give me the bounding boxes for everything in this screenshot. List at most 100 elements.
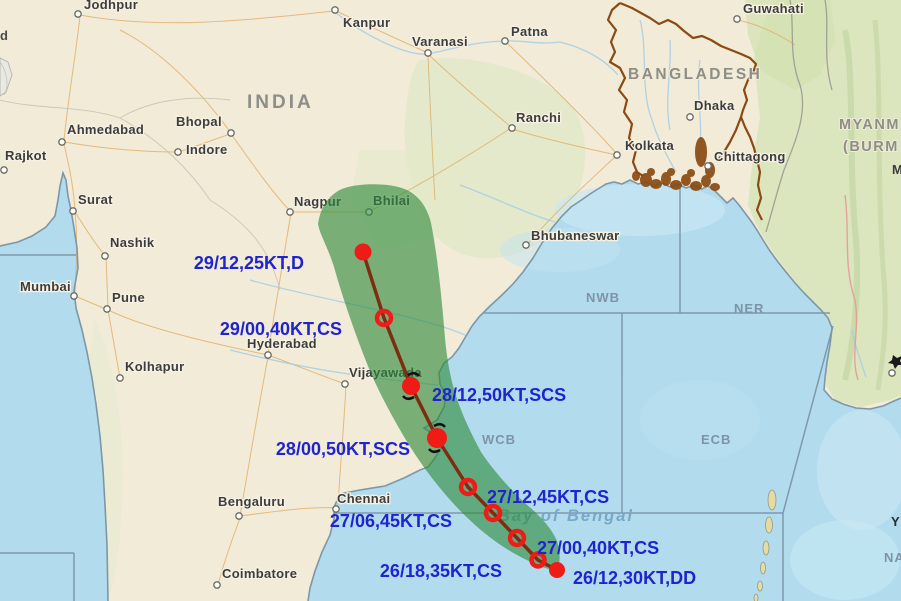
track-point-label: 29/00,40KT,CS bbox=[220, 319, 342, 339]
city-marker bbox=[70, 292, 78, 300]
arabian-sea bbox=[0, 173, 108, 601]
city-marker bbox=[103, 305, 111, 313]
cyclone-symbol-arm bbox=[402, 395, 415, 400]
city-label: Bhopal bbox=[176, 114, 222, 129]
cyclone-symbol-arm bbox=[433, 423, 446, 428]
city-label: Nashik bbox=[110, 235, 155, 250]
country-label-myanmar-2: (BURM bbox=[843, 139, 899, 155]
city-label: Bhubaneswar bbox=[531, 228, 620, 243]
track-point-label: 26/12,30KT,DD bbox=[573, 568, 696, 588]
sea-zone-label: NA bbox=[884, 550, 901, 565]
track-point-label: 29/12,25KT,D bbox=[194, 253, 304, 273]
track-point-label: 27/00,40KT,CS bbox=[537, 538, 659, 558]
city-label: Dhaka bbox=[694, 98, 735, 113]
sea-zone-label: ECB bbox=[701, 432, 731, 447]
track-point-ring bbox=[458, 477, 478, 497]
track-point-ring bbox=[507, 528, 527, 548]
cyclone-symbol-arm bbox=[428, 448, 441, 453]
city-marker bbox=[686, 113, 694, 121]
city-marker bbox=[508, 124, 516, 132]
zone-label-layer: NWB NER WCB ECB NA bbox=[482, 290, 901, 565]
state-borders bbox=[0, 61, 281, 291]
city-label: Coimbatore bbox=[222, 566, 297, 581]
city-label: Ahmedabad bbox=[67, 122, 144, 137]
sea-zone-boundaries bbox=[0, 188, 834, 601]
city-marker bbox=[227, 129, 235, 137]
country-label-myanmar-1: MYANM bbox=[839, 117, 900, 133]
city-label: Kolkata bbox=[625, 138, 675, 153]
storm-track-layer: 26/12,30KT,DD 26/18,35KT,CS 27/00,40KT,CS 2… bbox=[194, 243, 696, 588]
track-point-solid bbox=[354, 243, 372, 261]
capital-star-icon bbox=[888, 355, 901, 369]
partial-label-layer: d M Y bbox=[0, 28, 901, 529]
city-marker bbox=[74, 10, 82, 18]
track-line bbox=[361, 250, 559, 572]
city-marker bbox=[116, 374, 124, 382]
city-label: Patna bbox=[511, 24, 548, 39]
city-marker bbox=[341, 380, 349, 388]
track-point-solid bbox=[427, 428, 447, 448]
track-point-solid bbox=[549, 562, 565, 578]
country-borders bbox=[765, 0, 833, 233]
city-label: Bengaluru bbox=[218, 494, 285, 509]
city-marker bbox=[613, 151, 621, 159]
city-marker bbox=[501, 37, 509, 45]
country-label-bangladesh: BANGLADESH bbox=[628, 66, 762, 83]
city-layer: Jodhpur Kanpur Varanasi Patna Guwahati Ahmeda… bbox=[0, 0, 805, 589]
sea-zone-label: NER bbox=[734, 301, 764, 316]
partial-city-label: Y bbox=[891, 514, 900, 529]
track-point-label: 27/12,45KT,CS bbox=[487, 487, 609, 507]
city-label: Chittagong bbox=[714, 149, 786, 164]
track-point-label: 28/00,50KT,SCS bbox=[276, 439, 410, 459]
city-marker bbox=[286, 208, 294, 216]
forecast-cone bbox=[318, 184, 560, 572]
city-marker bbox=[0, 166, 8, 174]
city-marker bbox=[264, 351, 272, 359]
city-label: Kolhapur bbox=[125, 359, 184, 374]
city-marker bbox=[704, 162, 712, 170]
city-marker bbox=[174, 148, 182, 156]
terrain-tints bbox=[89, 0, 901, 601]
city-label: Chennai bbox=[337, 491, 390, 506]
city-marker bbox=[69, 207, 77, 215]
city-marker bbox=[101, 252, 109, 260]
city-label: Hyderabad bbox=[247, 336, 317, 351]
city-marker bbox=[733, 15, 741, 23]
track-point-ring bbox=[374, 308, 394, 328]
city-marker bbox=[332, 505, 340, 513]
city-label: Varanasi bbox=[412, 34, 468, 49]
city-label: Ranchi bbox=[516, 110, 561, 125]
city-marker bbox=[522, 241, 530, 249]
city-label: Rajkot bbox=[5, 148, 47, 163]
city-label: Kanpur bbox=[343, 15, 390, 30]
country-label-india: INDIA bbox=[247, 92, 314, 113]
track-point-label: 26/18,35KT,CS bbox=[380, 561, 502, 581]
city-marker bbox=[235, 512, 243, 520]
sea-zone-label: NWB bbox=[586, 290, 620, 305]
city-marker bbox=[213, 581, 221, 589]
city-label: Indore bbox=[186, 142, 228, 157]
sea-zone-label: WCB bbox=[482, 432, 516, 447]
road-network bbox=[63, 10, 796, 586]
partial-city-label: M bbox=[892, 162, 901, 177]
myanmar-city-marker bbox=[888, 369, 896, 377]
myanmar-road bbox=[844, 194, 859, 381]
city-marker bbox=[424, 49, 432, 57]
city-label: Guwahati bbox=[743, 1, 804, 16]
bangladesh-border bbox=[606, 1, 763, 221]
city-label: Jodhpur bbox=[84, 0, 138, 12]
partial-city-label: d bbox=[0, 28, 8, 43]
andaman-islands bbox=[753, 489, 777, 601]
track-point-solid bbox=[402, 377, 420, 395]
track-point-ring bbox=[483, 503, 503, 523]
track-point-label: 27/06,45KT,CS bbox=[330, 511, 452, 531]
track-point-ring bbox=[529, 551, 547, 569]
cyclone-symbol-arm bbox=[407, 372, 420, 377]
city-marker bbox=[331, 6, 339, 14]
city-label: Pune bbox=[112, 290, 145, 305]
city-label: Surat bbox=[78, 192, 113, 207]
track-point-label: 28/12,50KT,SCS bbox=[432, 385, 566, 405]
city-label: Mumbai bbox=[20, 279, 71, 294]
